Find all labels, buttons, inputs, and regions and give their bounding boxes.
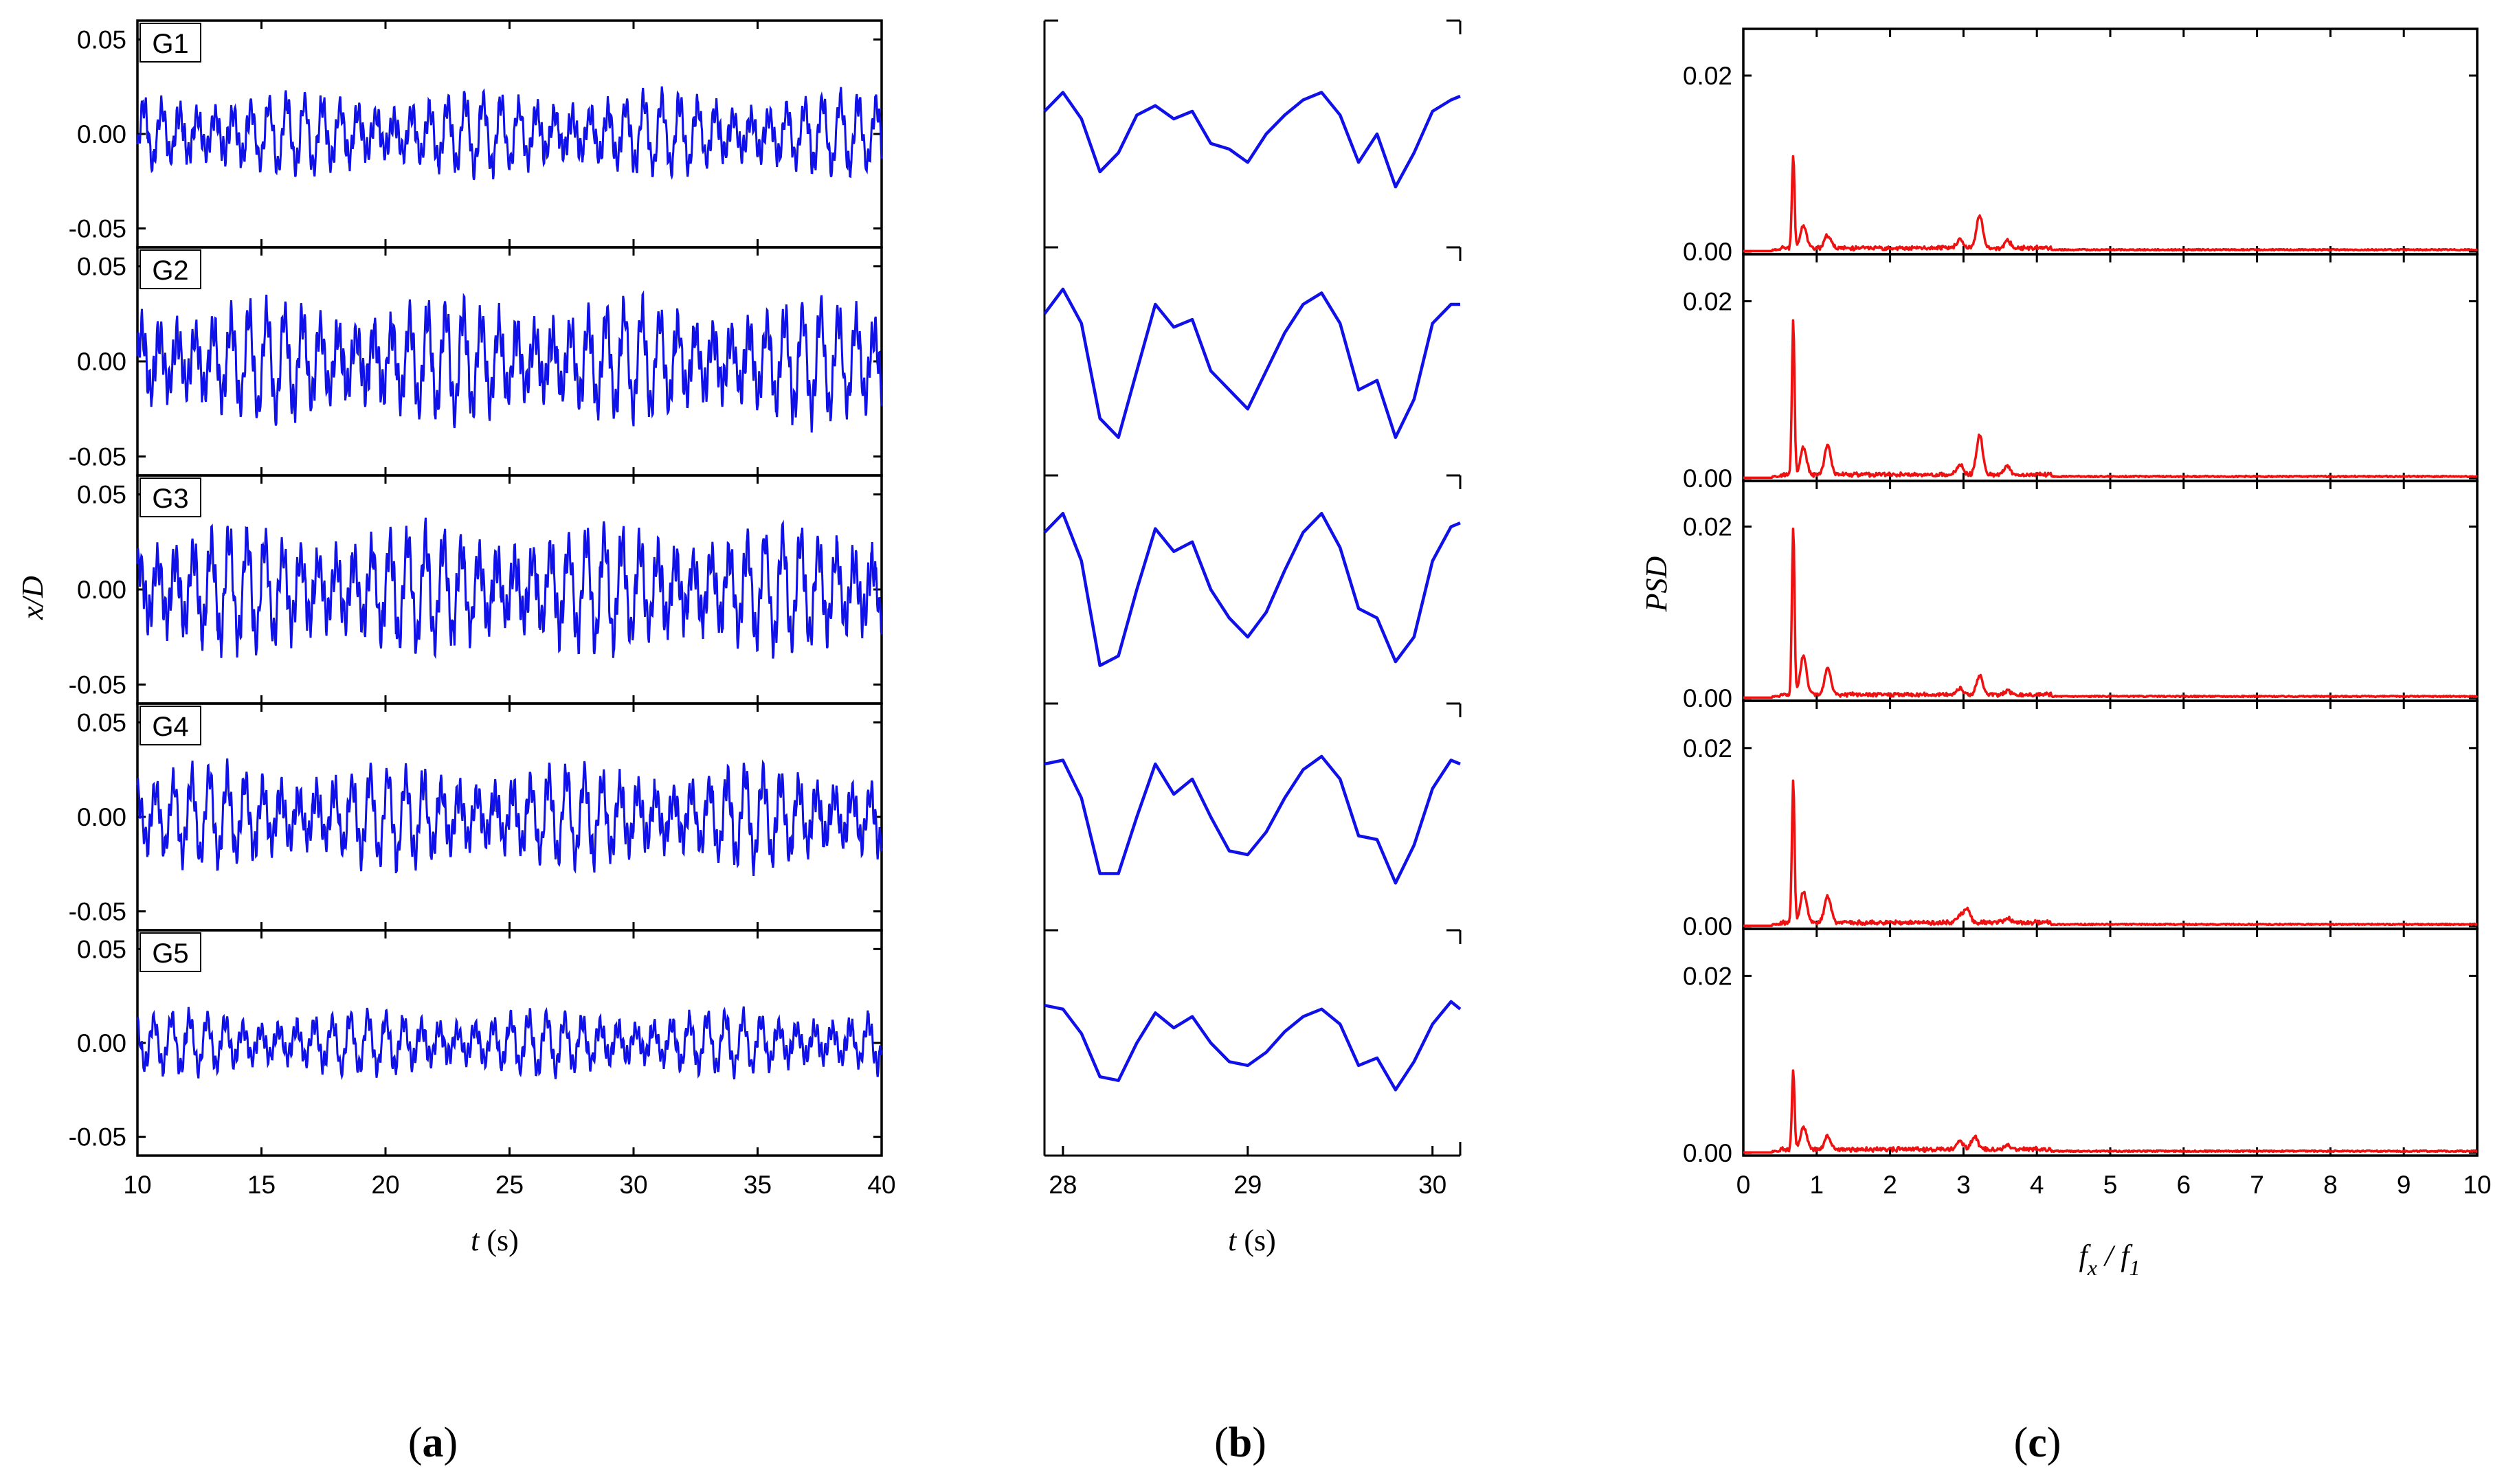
panel-a-series-label-box (139, 932, 201, 972)
panel-a-frame-G5 (136, 929, 883, 1157)
panel-c-xlabel: fx / f1 (2079, 1239, 2140, 1280)
panel-c-xtick-label: 5 (2103, 1171, 2118, 1199)
panel-c-series-line-G3 (1743, 527, 2479, 699)
panel-c-frame-G3 (1742, 480, 2479, 702)
panel-a-ytick-label: 0.00 (77, 803, 126, 831)
panel-c-xtick-label: 4 (2030, 1171, 2044, 1199)
panel-c-ytick-label: 0.02 (1683, 513, 1732, 541)
panel-b-xtick-label: 28 (1049, 1171, 1077, 1199)
panel-c-series-line-G1 (1743, 155, 2479, 253)
panel-a-time-series: -0.05 0.00 0.05 G1 -0.05 0.00 0.05 G2 -0.05 0.00 0… (69, 19, 896, 1199)
panel-a-series-line-G4 (136, 758, 883, 877)
panel-b-xlabel: t (s) (1228, 1224, 1276, 1257)
panel-c-ytick-label: 0.00 (1683, 912, 1732, 941)
panel-c-ytick-label: 0.00 (1683, 684, 1732, 712)
panel-a-series-label: G4 (152, 712, 188, 742)
panel-a-xtick-label: 30 (619, 1171, 647, 1199)
panel-c-frame-G1 (1742, 27, 2479, 256)
panel-a-ytick-label: 0.00 (77, 348, 126, 376)
panel-a-series-label: G2 (152, 256, 188, 286)
panel-a-ytick-label: -0.05 (69, 898, 126, 926)
panel-a-series-label-box (139, 477, 201, 517)
panel-a-ytick-label: -0.05 (69, 671, 126, 699)
caption-c: (c) (2014, 1419, 2061, 1466)
panel-c-ylabel: PSD (1640, 556, 1673, 612)
panel-c-ytick-label: 0.02 (1683, 734, 1732, 763)
panel-a-series-line-G2 (136, 290, 883, 433)
panel-c-xtick-label: 0 (1736, 1171, 1751, 1199)
panel-c-xtick-label: 1 (1810, 1171, 1824, 1199)
caption-a: (a) (408, 1419, 458, 1466)
panel-a-series-line-G3 (136, 517, 883, 660)
panel-c-frame-G2 (1742, 253, 2479, 482)
panel-a-xtick-label: 15 (247, 1171, 276, 1199)
panel-a-xtick-label: 20 (371, 1171, 399, 1199)
panel-a-ytick-label: 0.05 (77, 26, 126, 54)
panel-a-frame-G2 (136, 246, 883, 477)
panel-c-frame-G5 (1742, 928, 2479, 1157)
panel-a-ytick-label: 0.05 (77, 709, 126, 737)
panel-a-ytick-label: 0.05 (77, 481, 126, 509)
panel-c-ytick-label: 0.00 (1683, 238, 1732, 266)
panel-c-psd: 0.00 0.02 0.00 0.02 0.00 0.02 0.00 0.02 0.00 0.02… (1683, 27, 2492, 1199)
panel-c-xtick-label: 7 (2250, 1171, 2264, 1199)
panel-c-ytick-label: 0.02 (1683, 287, 1732, 315)
panel-a-ytick-label: -0.05 (69, 1123, 126, 1151)
caption-b: (b) (1214, 1419, 1266, 1466)
panel-b-zoom-series: 28 29 30 (1043, 19, 1462, 1199)
panel-a-series-label: G1 (152, 29, 188, 59)
panel-c-xtick-label: 6 (2177, 1171, 2191, 1199)
panel-c-xtick-label: 10 (2463, 1171, 2491, 1199)
panel-a-xtick-label: 25 (495, 1171, 524, 1199)
panel-c-ytick-label: 0.00 (1683, 464, 1732, 493)
panel-c-series-line-G5 (1743, 1069, 2478, 1154)
panel-c-series-line-G2 (1743, 319, 2478, 480)
panel-a-series-line-G1 (136, 86, 883, 181)
panel-c-ytick-label: 0.02 (1683, 962, 1732, 990)
panel-a-series-label-box (139, 249, 201, 289)
panel-a-ytick-label: 0.05 (77, 253, 126, 281)
panel-b-series-line-G4 (1044, 754, 1461, 885)
panel-a-series-label-box (139, 706, 201, 745)
panel-c-series-line-G4 (1743, 779, 2478, 928)
panel-b-xtick-label: 30 (1418, 1171, 1446, 1199)
panel-b-series-line-G2 (1043, 287, 1460, 439)
panel-b-series-line-G1 (1043, 91, 1461, 189)
panel-a-xtick-label: 10 (123, 1171, 151, 1199)
panel-a-ytick-label: -0.05 (69, 215, 126, 243)
panel-a-xtick-label: 35 (744, 1171, 772, 1199)
panel-a-xtick-label: 40 (867, 1171, 895, 1199)
panel-a-ytick-label: -0.05 (69, 442, 126, 471)
panel-c-frame-G4 (1742, 699, 2479, 930)
panel-b-series-line-G5 (1044, 1000, 1462, 1092)
panel-a-xlabel: t (s) (471, 1224, 519, 1257)
panel-c-xtick-label: 3 (1956, 1171, 1971, 1199)
panel-a-ytick-label: 0.00 (77, 576, 126, 604)
panel-c-xtick-label: 9 (2397, 1171, 2411, 1199)
panel-a-series-label-box (139, 23, 201, 63)
panel-a-ytick-label: 0.00 (77, 1029, 126, 1057)
panel-c-ytick-label: 0.02 (1683, 62, 1732, 90)
panel-b-series-line-G3 (1043, 512, 1461, 667)
panel-c-ytick-label: 0.00 (1683, 1139, 1732, 1167)
panel-a-ytick-label: 0.05 (77, 935, 126, 963)
panel-c-xtick-label: 8 (2323, 1171, 2338, 1199)
panel-a-series-label: G3 (152, 484, 188, 514)
panel-a-ylabel: x/D (16, 576, 49, 620)
panel-b-xtick-label: 29 (1233, 1171, 1262, 1199)
panel-a-series-line-G5 (137, 1006, 883, 1081)
panel-c-xtick-label: 2 (1883, 1171, 1897, 1199)
panel-a-series-label: G5 (152, 938, 188, 969)
panel-a-ytick-label: 0.00 (77, 120, 126, 148)
